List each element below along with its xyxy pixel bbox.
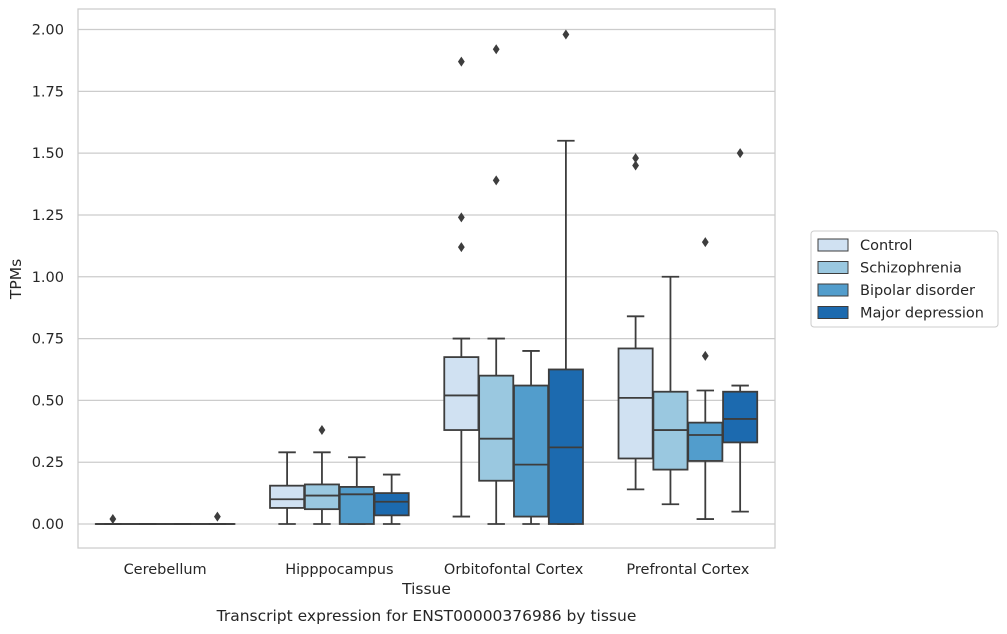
legend-label: Schizophrenia xyxy=(860,261,962,277)
box-body xyxy=(478,374,515,482)
box-body xyxy=(687,421,724,462)
box-control xyxy=(617,153,654,491)
box-body xyxy=(373,492,410,517)
plot-frame xyxy=(77,8,776,549)
figure-caption: Transcript expression for ENST0000037698… xyxy=(216,607,637,625)
outlier-point xyxy=(457,56,465,67)
box-bipolar-disorder xyxy=(338,456,375,525)
box-major-depression xyxy=(199,511,236,525)
outlier-point xyxy=(492,175,500,186)
outlier-point xyxy=(562,29,570,40)
legend-label: Major depression xyxy=(860,306,984,322)
box-major-depression xyxy=(373,473,410,525)
outlier-point xyxy=(457,242,465,253)
legend-label: Bipolar disorder xyxy=(860,283,975,299)
box-body xyxy=(269,484,306,509)
box-schizophrenia xyxy=(303,425,340,525)
outlier-point xyxy=(632,153,639,164)
box-schizophrenia xyxy=(478,44,515,525)
box-control xyxy=(269,451,306,525)
box-bipolar-disorder xyxy=(513,350,550,525)
outlier-point xyxy=(632,160,639,171)
outlier-point xyxy=(457,212,465,223)
y-axis-label: TPMs xyxy=(7,259,25,300)
box-body xyxy=(303,483,340,511)
y-tick-label: 0.50 xyxy=(32,393,64,409)
y-tick-label: 0.00 xyxy=(32,517,64,533)
x-tick-label: Prefrontal Cortex xyxy=(626,562,749,578)
y-tick-label: 1.75 xyxy=(32,84,64,100)
y-tick-label: 1.25 xyxy=(32,208,64,224)
outlier-point xyxy=(109,514,117,525)
outlier-point xyxy=(701,350,709,361)
legend-label: Control xyxy=(860,238,912,254)
outlier-point xyxy=(214,511,221,522)
legend-swatch xyxy=(817,238,849,252)
y-tick-label: 2.00 xyxy=(32,23,64,39)
box-control xyxy=(443,56,480,518)
box-body xyxy=(722,390,759,444)
box-major-depression xyxy=(722,148,759,513)
legend-swatch xyxy=(817,261,849,274)
y-tick-label: 1.50 xyxy=(32,146,64,162)
outlier-point xyxy=(492,44,500,55)
x-tick-label: Orbitofontal Cortex xyxy=(444,562,584,578)
box-body xyxy=(338,486,375,525)
x-tick-labels: Cerebellum Hipppocampus Orbitofontal Corte… xyxy=(124,562,750,578)
x-tick-label: Hipppocampus xyxy=(285,562,393,578)
legend-swatch xyxy=(817,306,849,319)
box-body xyxy=(513,384,550,518)
box-schizophrenia xyxy=(652,275,689,506)
y-tick-label: 0.25 xyxy=(32,455,64,471)
x-axis-label: Tissue xyxy=(401,580,451,598)
y-tick-label: 0.75 xyxy=(32,332,64,348)
box-body xyxy=(617,347,654,460)
outlier-point xyxy=(318,425,326,436)
legend: Control Schizophrenia Bipolar disorder Majo… xyxy=(810,230,999,328)
legend-frame xyxy=(810,230,999,328)
x-tick-label: Cerebellum xyxy=(124,562,207,578)
box-groups xyxy=(94,29,759,525)
outlier-point xyxy=(736,148,744,159)
y-tick-label: 1.00 xyxy=(32,270,64,286)
y-tick-labels: 0.00 0.25 0.50 0.75 1.00 1.25 1.50 1.75 2.00 xyxy=(32,23,64,534)
box-major-depression xyxy=(547,29,584,525)
outlier-point xyxy=(701,237,709,248)
legend-swatch xyxy=(817,283,849,297)
box-body xyxy=(443,356,480,431)
